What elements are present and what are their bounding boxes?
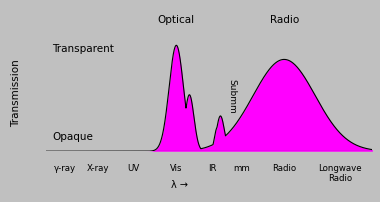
Text: mm: mm: [233, 163, 250, 172]
Text: Radio: Radio: [272, 163, 296, 172]
Text: UV: UV: [128, 163, 140, 172]
Text: λ →: λ →: [171, 179, 188, 189]
Text: Optical: Optical: [158, 15, 195, 25]
Text: Longwave
Radio: Longwave Radio: [318, 163, 361, 183]
Text: Transmission: Transmission: [11, 59, 21, 127]
Text: Opaque: Opaque: [52, 131, 93, 141]
Text: IR: IR: [208, 163, 217, 172]
Text: X-ray: X-ray: [87, 163, 109, 172]
Text: Radio: Radio: [269, 15, 299, 25]
Text: Transparent: Transparent: [52, 43, 114, 53]
Text: Submm: Submm: [227, 79, 236, 114]
Text: γ-ray: γ-ray: [54, 163, 76, 172]
Text: Vis: Vis: [170, 163, 182, 172]
